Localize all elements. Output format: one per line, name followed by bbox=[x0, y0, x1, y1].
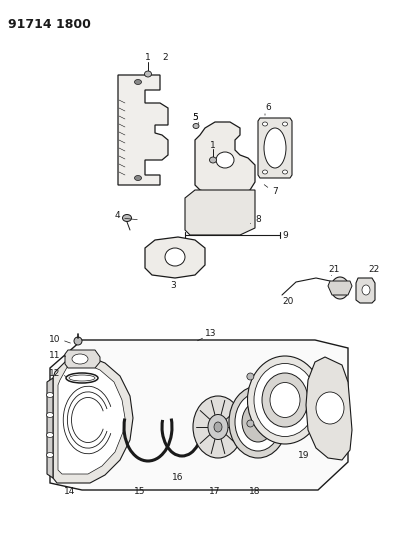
Text: 8: 8 bbox=[255, 215, 261, 224]
Ellipse shape bbox=[216, 152, 234, 168]
Text: 11: 11 bbox=[49, 351, 60, 359]
Ellipse shape bbox=[316, 392, 344, 424]
Ellipse shape bbox=[123, 214, 131, 222]
Text: 12: 12 bbox=[49, 369, 60, 378]
Text: 5: 5 bbox=[192, 114, 198, 123]
Ellipse shape bbox=[247, 373, 254, 380]
Ellipse shape bbox=[331, 277, 349, 299]
Ellipse shape bbox=[47, 392, 53, 398]
Text: 1: 1 bbox=[210, 141, 216, 149]
Text: 21: 21 bbox=[328, 265, 339, 274]
Ellipse shape bbox=[235, 393, 281, 451]
Text: 17: 17 bbox=[209, 488, 221, 497]
Ellipse shape bbox=[242, 402, 274, 442]
Text: 13: 13 bbox=[205, 329, 217, 338]
Text: 20: 20 bbox=[282, 297, 293, 306]
Polygon shape bbox=[195, 122, 255, 195]
Ellipse shape bbox=[47, 432, 53, 438]
Polygon shape bbox=[58, 362, 125, 474]
Ellipse shape bbox=[362, 285, 370, 295]
Ellipse shape bbox=[144, 71, 152, 77]
Ellipse shape bbox=[47, 413, 53, 417]
Text: 18: 18 bbox=[249, 488, 261, 497]
Ellipse shape bbox=[270, 383, 300, 417]
Ellipse shape bbox=[193, 124, 199, 128]
Text: 14: 14 bbox=[64, 488, 76, 497]
Ellipse shape bbox=[135, 175, 142, 181]
Ellipse shape bbox=[193, 396, 243, 458]
Ellipse shape bbox=[209, 157, 217, 163]
Ellipse shape bbox=[263, 122, 267, 126]
Ellipse shape bbox=[263, 170, 267, 174]
Polygon shape bbox=[118, 75, 168, 185]
Ellipse shape bbox=[316, 373, 323, 380]
Ellipse shape bbox=[214, 422, 222, 432]
Polygon shape bbox=[356, 278, 375, 303]
Ellipse shape bbox=[264, 128, 286, 168]
Text: 3: 3 bbox=[170, 280, 176, 289]
Ellipse shape bbox=[74, 337, 82, 345]
Polygon shape bbox=[47, 378, 53, 478]
Ellipse shape bbox=[316, 420, 323, 427]
Text: 6: 6 bbox=[265, 103, 271, 112]
Text: 19: 19 bbox=[298, 450, 310, 459]
Ellipse shape bbox=[335, 281, 345, 295]
Ellipse shape bbox=[262, 373, 308, 427]
Polygon shape bbox=[65, 350, 100, 368]
Ellipse shape bbox=[208, 415, 228, 440]
Text: 7: 7 bbox=[272, 188, 278, 197]
Text: 9: 9 bbox=[282, 230, 288, 239]
Text: 16: 16 bbox=[172, 472, 184, 481]
Polygon shape bbox=[258, 118, 292, 178]
Ellipse shape bbox=[283, 122, 287, 126]
Polygon shape bbox=[306, 357, 352, 460]
Ellipse shape bbox=[248, 356, 322, 444]
Text: 4: 4 bbox=[115, 211, 121, 220]
Ellipse shape bbox=[283, 170, 287, 174]
Polygon shape bbox=[328, 281, 352, 295]
Text: 10: 10 bbox=[49, 335, 60, 344]
Polygon shape bbox=[145, 237, 205, 278]
Ellipse shape bbox=[165, 248, 185, 266]
Polygon shape bbox=[53, 355, 133, 483]
Polygon shape bbox=[185, 190, 255, 235]
Polygon shape bbox=[50, 340, 348, 490]
Text: 1: 1 bbox=[145, 53, 151, 62]
Text: 2: 2 bbox=[162, 53, 168, 62]
Ellipse shape bbox=[72, 354, 88, 364]
Text: 22: 22 bbox=[368, 265, 379, 274]
Ellipse shape bbox=[254, 364, 316, 437]
Ellipse shape bbox=[47, 453, 53, 457]
Text: 91714 1800: 91714 1800 bbox=[8, 18, 91, 31]
Text: 15: 15 bbox=[134, 488, 146, 497]
Ellipse shape bbox=[229, 386, 287, 458]
Ellipse shape bbox=[247, 420, 254, 427]
Text: 5: 5 bbox=[192, 114, 198, 123]
Ellipse shape bbox=[135, 79, 142, 85]
